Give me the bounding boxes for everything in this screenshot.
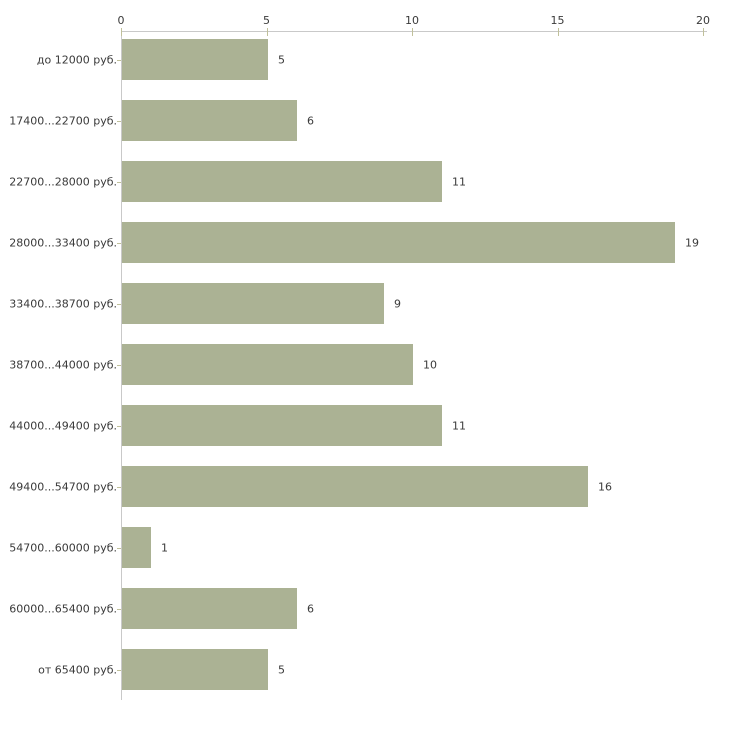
x-axis-tick-label: 15: [550, 14, 565, 27]
x-axis-tick-label: 0: [117, 14, 125, 27]
bar-value-label: 10: [423, 358, 437, 371]
bar-value-label: 1: [161, 541, 168, 554]
bar: [122, 405, 442, 446]
y-axis-line: [121, 31, 122, 700]
bar-value-label: 6: [307, 114, 314, 127]
bar: [122, 222, 675, 263]
y-axis-tick-mark: [117, 548, 121, 549]
y-axis-tick-mark: [117, 60, 121, 61]
category-label: 17400...22700 руб.: [9, 114, 117, 127]
y-axis-tick-mark: [117, 243, 121, 244]
x-axis-tick-label: 5: [263, 14, 270, 27]
x-axis-tick-label: 20: [696, 14, 710, 27]
category-label: 60000...65400 руб.: [9, 602, 117, 615]
x-axis-tick-mark: [266, 28, 268, 36]
bar-value-label: 11: [452, 175, 466, 188]
y-axis-tick-mark: [117, 670, 121, 671]
x-axis-tick-mark: [412, 28, 413, 36]
category-label: 38700...44000 руб.: [9, 358, 117, 371]
bar-value-label: 16: [598, 480, 612, 493]
bar: [122, 161, 442, 202]
category-label: до 12000 руб.: [36, 53, 117, 66]
x-axis-tick-mark: [557, 28, 559, 36]
bar-value-label: 6: [307, 602, 314, 615]
bar-value-label: 11: [452, 419, 466, 432]
category-label: 33400...38700 руб.: [9, 297, 117, 310]
bar: [122, 466, 588, 507]
category-label: от 65400 руб.: [38, 663, 117, 676]
y-axis-tick-mark: [117, 609, 121, 610]
category-label: 28000...33400 руб.: [9, 236, 117, 249]
y-axis-tick-mark: [117, 426, 121, 427]
bar-value-label: 5: [278, 663, 285, 676]
category-label: 54700...60000 руб.: [9, 541, 117, 554]
bar: [122, 100, 297, 141]
y-axis-tick-mark: [117, 304, 121, 305]
bar-value-label: 9: [394, 297, 401, 310]
bar: [122, 344, 413, 385]
category-label: 22700...28000 руб.: [9, 175, 117, 188]
bar: [122, 527, 151, 568]
y-axis-tick-mark: [117, 121, 121, 122]
y-axis-tick-mark: [117, 365, 121, 366]
bar: [122, 39, 268, 80]
x-axis-line: [121, 31, 707, 32]
y-axis-tick-mark: [117, 487, 121, 488]
bar: [122, 588, 297, 629]
x-axis-tick-label: 10: [405, 14, 419, 27]
bar: [122, 283, 384, 324]
bar: [122, 649, 268, 690]
category-label: 44000...49400 руб.: [9, 419, 117, 432]
y-axis-tick-mark: [117, 182, 121, 183]
x-axis-tick-mark: [703, 28, 704, 36]
bar-value-label: 5: [278, 53, 285, 66]
bar-value-label: 19: [685, 236, 699, 249]
x-axis-tick-mark: [121, 28, 122, 36]
category-label: 49400...54700 руб.: [9, 480, 117, 493]
